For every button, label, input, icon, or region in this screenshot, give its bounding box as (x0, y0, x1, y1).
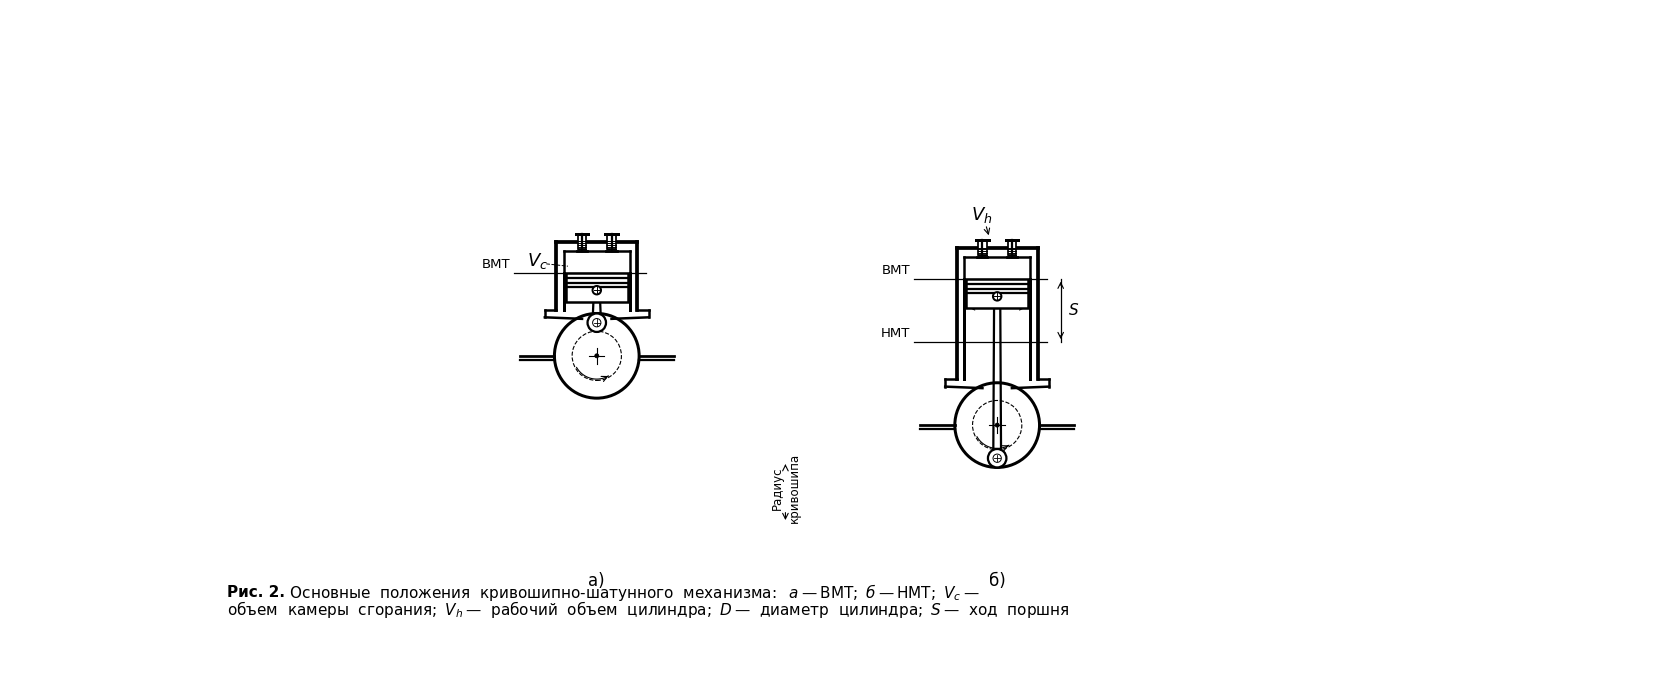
Text: $D$: $D$ (985, 286, 998, 302)
Bar (608, 235, 616, 248)
Text: $V_h$: $V_h$ (972, 205, 993, 225)
Text: а): а) (588, 572, 605, 589)
Circle shape (593, 286, 601, 295)
Text: ВМТ: ВМТ (482, 258, 510, 271)
Circle shape (588, 314, 606, 332)
Circle shape (593, 318, 601, 327)
Text: объем  камеры  сгорания;  $V_h$ —  рабочий  объем  цилиндра;  $D$ —  диаметр  ци: объем камеры сгорания; $V_h$ — рабочий о… (228, 598, 1070, 620)
Circle shape (993, 292, 1002, 300)
Circle shape (993, 454, 1002, 463)
Circle shape (973, 400, 1022, 450)
Text: Рис. 2.: Рис. 2. (228, 584, 286, 600)
Circle shape (955, 383, 1040, 468)
Circle shape (995, 424, 1000, 427)
Text: $V_c$: $V_c$ (527, 251, 548, 271)
Bar (967, 279, 1028, 308)
Text: $S$: $S$ (1068, 302, 1080, 318)
Bar (978, 241, 987, 255)
Bar (578, 235, 586, 248)
Circle shape (595, 354, 598, 358)
Bar (566, 273, 628, 302)
Circle shape (571, 331, 621, 380)
Bar (1008, 241, 1017, 255)
Text: НМТ: НМТ (882, 328, 910, 340)
Circle shape (555, 314, 639, 398)
Text: б): б) (988, 572, 1005, 589)
Text: ВМТ: ВМТ (882, 265, 910, 277)
Circle shape (988, 449, 1007, 468)
Text: Радиус
кривошипа: Радиус кривошипа (771, 453, 801, 524)
Text: Основные  положения  кривошипно-шатунного  механизма:   $a$ — ВМТ;  $б$ — НМТ;  : Основные положения кривошипно-шатунного … (279, 582, 980, 603)
